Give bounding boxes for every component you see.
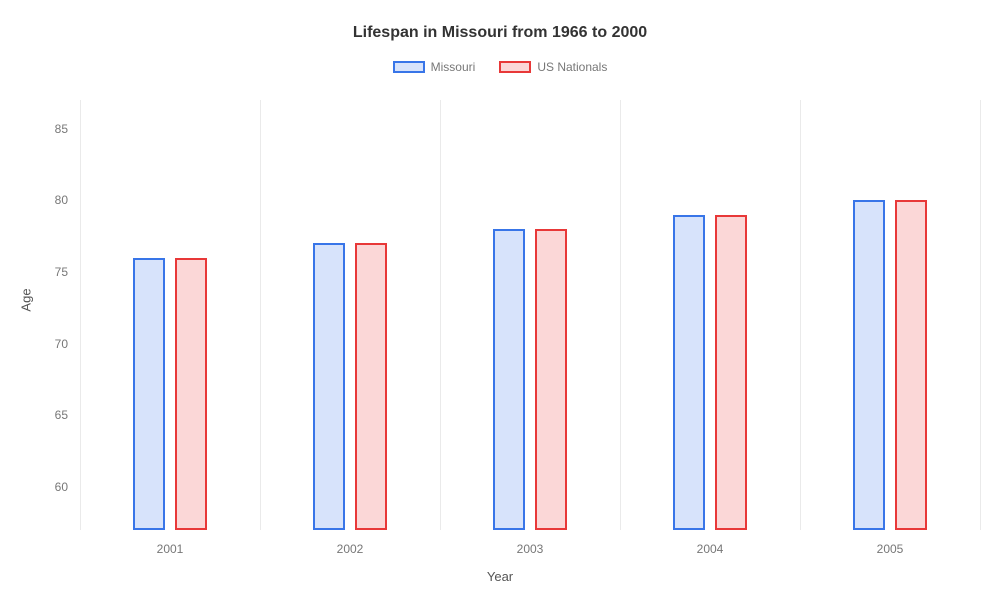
y-axis-label: Age <box>19 288 34 311</box>
y-tick: 75 <box>55 265 80 279</box>
chart-title: Lifespan in Missouri from 1966 to 2000 <box>0 0 1000 42</box>
grid-line <box>980 100 981 530</box>
legend-label-us-nationals: US Nationals <box>537 60 607 74</box>
grid-line <box>620 100 621 530</box>
x-tick: 2001 <box>157 530 184 556</box>
grid-line <box>440 100 441 530</box>
y-tick: 80 <box>55 193 80 207</box>
legend-item-missouri: Missouri <box>393 60 476 74</box>
grid-line <box>260 100 261 530</box>
y-tick: 65 <box>55 408 80 422</box>
x-tick: 2003 <box>517 530 544 556</box>
x-tick: 2005 <box>877 530 904 556</box>
bar <box>133 258 165 530</box>
bar <box>895 200 927 530</box>
legend-swatch-us-nationals <box>499 61 531 73</box>
legend-label-missouri: Missouri <box>431 60 476 74</box>
bar <box>355 243 387 530</box>
y-tick: 60 <box>55 480 80 494</box>
y-tick: 85 <box>55 122 80 136</box>
legend-swatch-missouri <box>393 61 425 73</box>
bar <box>715 215 747 530</box>
x-axis-label: Year <box>487 569 513 584</box>
legend-item-us-nationals: US Nationals <box>499 60 607 74</box>
grid-line <box>80 100 81 530</box>
bar <box>673 215 705 530</box>
bar <box>535 229 567 530</box>
grid-line <box>800 100 801 530</box>
bar <box>853 200 885 530</box>
x-tick: 2004 <box>697 530 724 556</box>
bar <box>313 243 345 530</box>
legend: Missouri US Nationals <box>0 60 1000 74</box>
x-tick: 2002 <box>337 530 364 556</box>
bar <box>493 229 525 530</box>
chart-container: Lifespan in Missouri from 1966 to 2000 M… <box>0 0 1000 600</box>
bar <box>175 258 207 530</box>
plot-area: 60657075808520012002200320042005 <box>80 100 980 530</box>
y-tick: 70 <box>55 337 80 351</box>
